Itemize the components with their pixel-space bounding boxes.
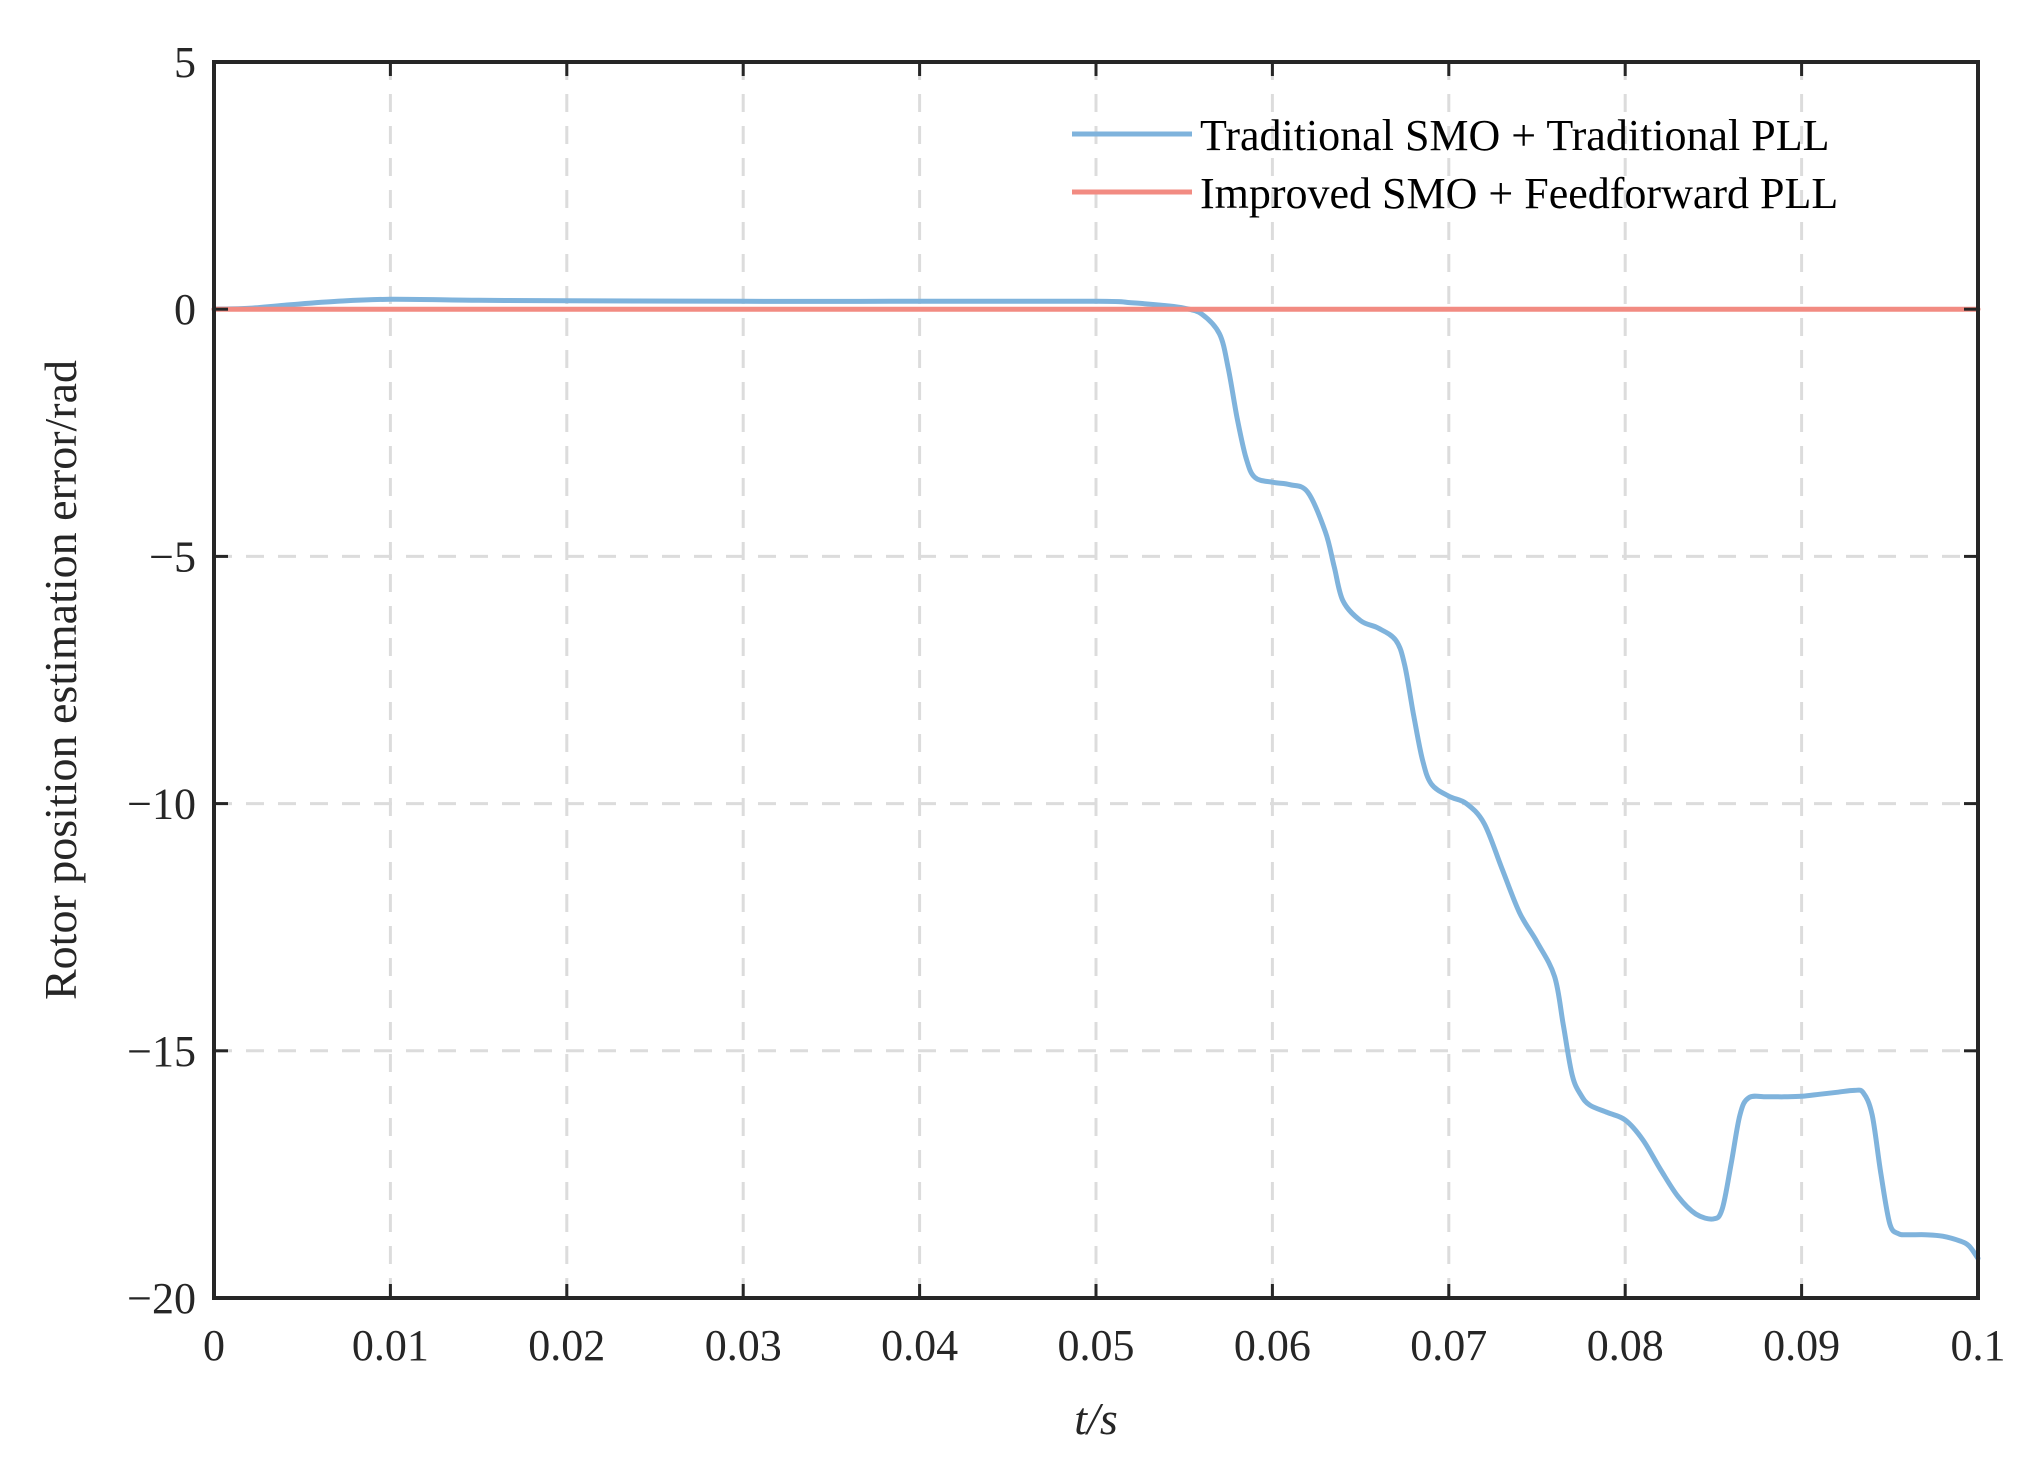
legend: Traditional SMO + Traditional PLL Improv…	[1072, 111, 1838, 218]
legend-label-traditional: Traditional SMO + Traditional PLL	[1200, 111, 1830, 160]
y-tick-label: −20	[127, 1274, 196, 1323]
legend-label-improved: Improved SMO + Feedforward PLL	[1200, 169, 1838, 218]
x-tick-label: 0	[203, 1321, 225, 1370]
x-tick-label: 0.08	[1587, 1321, 1664, 1370]
x-tick-label: 0.03	[705, 1321, 782, 1370]
y-axis-label: Rotor position estimation error/rad	[35, 360, 86, 1000]
x-axis-label: t/s	[1074, 1393, 1117, 1444]
series-layer	[211, 296, 1981, 1261]
y-tick-label: −5	[149, 532, 196, 581]
x-tick-label: 0.06	[1234, 1321, 1311, 1370]
x-tick-label: 0.07	[1410, 1321, 1487, 1370]
ticks	[212, 60, 1980, 1300]
tick-labels: 0 0.01 0.02 0.03 0.04 0.05 0.06 0.07 0.08 0.09 0.1…	[127, 38, 2005, 1370]
x-tick-label: 0.05	[1058, 1321, 1135, 1370]
x-tick-label: 0.01	[352, 1321, 429, 1370]
grid	[214, 62, 1978, 1298]
x-tick-label: 0.04	[881, 1321, 958, 1370]
x-tick-label: 0.02	[528, 1321, 605, 1370]
x-tick-label: 0.1	[1951, 1321, 2006, 1370]
series-traditional-line	[211, 296, 1981, 1261]
y-tick-label: −10	[127, 780, 196, 829]
y-tick-label: 0	[174, 285, 196, 334]
x-tick-label: 0.09	[1763, 1321, 1840, 1370]
y-tick-label: −15	[127, 1027, 196, 1076]
y-tick-label: 5	[174, 38, 196, 87]
